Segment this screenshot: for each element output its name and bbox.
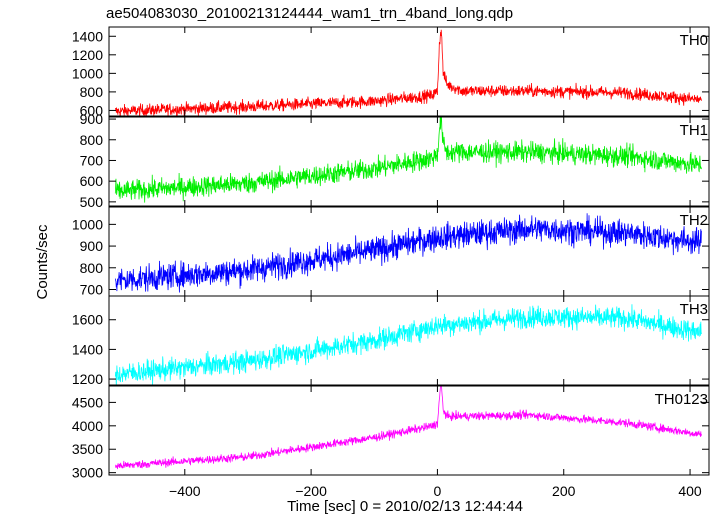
series-line-th2 [114, 213, 702, 293]
panel-label-th2: TH2 [680, 212, 708, 229]
x-tick-label: 200 [552, 483, 576, 499]
panel-label-th0: TH0 [680, 32, 708, 49]
panel-th0: 600 800 1000 1200 1400 TH0 [72, 26, 710, 118]
series-line-th1 [114, 117, 702, 203]
y-tick-label: 1000 [72, 65, 103, 81]
x-tick-label: 0 [434, 483, 442, 499]
y-tick-label: 1000 [72, 216, 103, 232]
panel-frame [108, 385, 710, 476]
series-line-th3 [114, 304, 702, 385]
y-tick-label: 3500 [72, 441, 103, 457]
y-tick-label: 700 [80, 281, 104, 297]
y-axis-label: Counts/sec [34, 224, 51, 300]
panel-th2: 700 800 900 1000 TH2 [72, 206, 710, 297]
y-tick-label: 800 [80, 132, 104, 148]
x-tick-label: −400 [169, 483, 201, 499]
panel-label-th3: TH3 [680, 301, 708, 318]
y-tick-label: 1400 [72, 28, 103, 44]
y-tick-label: 900 [80, 238, 104, 254]
y-tick-label: 500 [80, 194, 104, 210]
x-tick-label: −200 [295, 483, 327, 499]
y-tick-label: 600 [80, 102, 104, 118]
series-line-th0123 [114, 386, 702, 470]
y-tick-label: 3000 [72, 465, 103, 481]
series-line-th0 [114, 29, 702, 116]
y-tick-label: 1600 [72, 312, 103, 328]
y-tick-label: 1200 [72, 371, 103, 387]
y-tick-label: 4500 [72, 394, 103, 410]
y-tick-label: 800 [80, 260, 104, 276]
y-tick-label: 1400 [72, 341, 103, 357]
y-tick-label: 1200 [72, 47, 103, 63]
panel-frame [108, 116, 710, 207]
y-tick-label: 600 [80, 173, 104, 189]
panel-th1: 500 600 700 800 900 TH1 [80, 111, 710, 210]
panel-frame [108, 295, 710, 386]
panel-label-th0123: TH0123 [655, 391, 708, 408]
y-tick-label: 700 [80, 152, 104, 168]
y-tick-label: 4000 [72, 418, 103, 434]
panel-th0123: 3000 3500 4000 4500 TH0123 [72, 385, 710, 481]
panels-group: 600 800 1000 1200 1400 TH0 500 600 700 800 900 TH1 7… [72, 26, 710, 499]
panel-label-th1: TH1 [680, 122, 708, 139]
y-tick-label: 800 [80, 84, 104, 100]
panel-frame [108, 26, 710, 117]
y-tick-label: 900 [80, 111, 104, 127]
x-axis-label: Time [sec] 0 = 2010/02/13 12:44:44 [287, 498, 523, 515]
panel-th3: 1200 1400 1600 TH3 [72, 295, 710, 387]
chart-title: ae504083030_20100213124444_wam1_trn_4ban… [106, 5, 513, 22]
x-tick-label: 400 [678, 483, 702, 499]
